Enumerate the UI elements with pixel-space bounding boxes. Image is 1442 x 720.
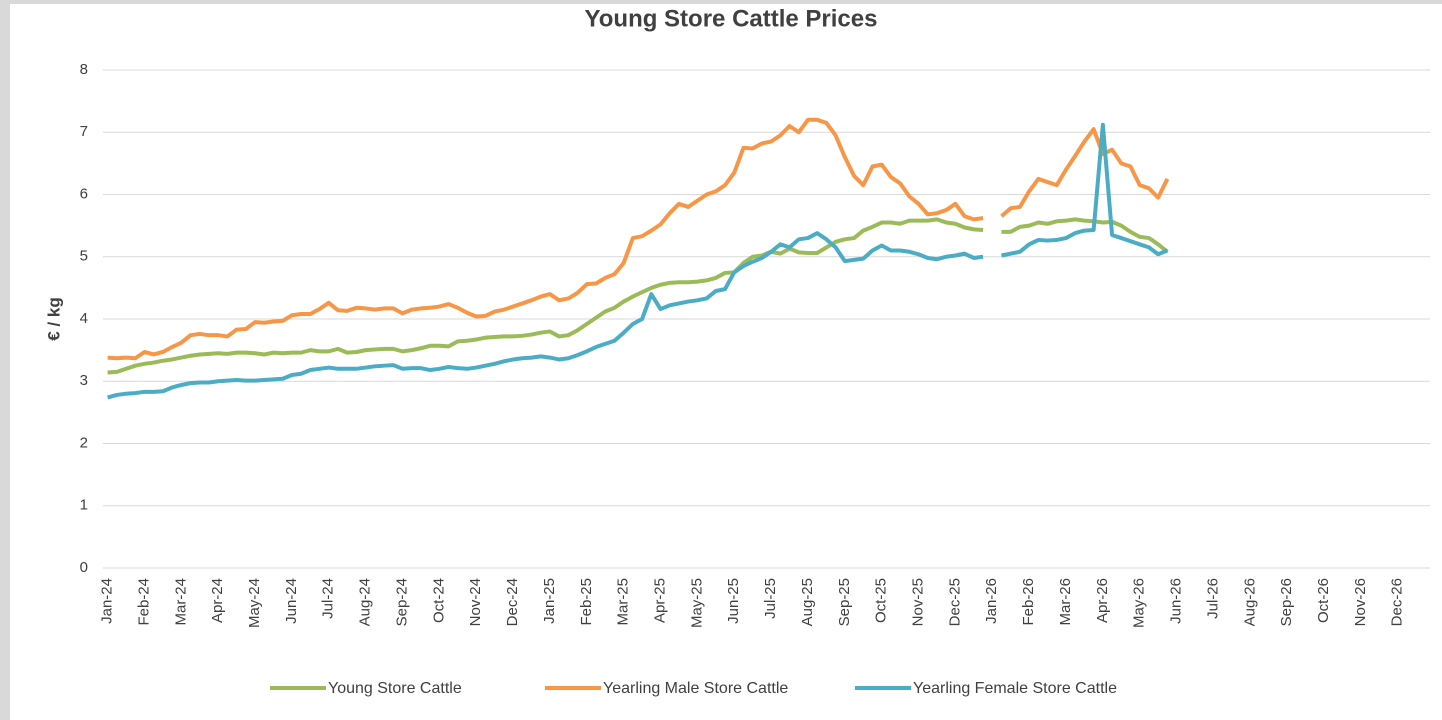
- x-tick-label: Jun-26: [1168, 578, 1185, 624]
- legend-label: Young Store Cattle: [328, 680, 462, 697]
- x-tick-label: Jun-25: [725, 578, 742, 624]
- y-tick-label: 2: [80, 434, 88, 451]
- x-tick-label: May-24: [246, 578, 263, 628]
- x-tick-label: Aug-25: [799, 578, 816, 626]
- x-tick-label: Sep-25: [836, 578, 853, 626]
- y-tick-label: 5: [80, 248, 88, 265]
- x-tick-label: Jan-25: [541, 578, 558, 624]
- x-tick-label: Aug-26: [1241, 578, 1258, 626]
- y-tick-label: 1: [80, 497, 88, 514]
- x-tick-label: Mar-24: [172, 578, 189, 626]
- y-tick-label: 0: [80, 559, 88, 576]
- y-tick-label: 8: [80, 61, 88, 78]
- x-tick-label: Sep-26: [1278, 578, 1295, 626]
- x-tick-label: Mar-25: [615, 578, 632, 626]
- x-tick-label: Dec-26: [1389, 578, 1406, 626]
- y-tick-label: 4: [80, 310, 88, 327]
- x-tick-label: Apr-25: [651, 578, 668, 623]
- x-tick-label: Jan-26: [983, 578, 1000, 624]
- x-tick-label: Dec-25: [946, 578, 963, 626]
- x-tick-label: Jan-24: [99, 578, 116, 624]
- y-axis-label: € / kg: [44, 297, 63, 340]
- x-tick-label: Oct-25: [873, 578, 890, 623]
- series-line: [107, 117, 1170, 361]
- x-tick-label: Feb-25: [578, 578, 595, 626]
- x-tick-label: Jul-24: [320, 578, 337, 619]
- x-tick-label: Oct-24: [430, 578, 447, 623]
- x-tick-label: Feb-24: [135, 578, 152, 626]
- x-tick-label: May-26: [1131, 578, 1148, 628]
- chart-title: Young Store Cattle Prices: [585, 5, 878, 32]
- x-tick-label: Feb-26: [1020, 578, 1037, 626]
- x-tick-label: Jun-24: [283, 578, 300, 624]
- x-tick-label: Nov-24: [467, 578, 484, 626]
- frame: [0, 0, 10, 720]
- y-tick-label: 6: [80, 185, 88, 202]
- x-tick-label: Mar-26: [1057, 578, 1074, 626]
- x-tick-label: Oct-26: [1315, 578, 1332, 623]
- x-tick-label: Apr-24: [209, 578, 226, 623]
- x-tick-label: May-25: [688, 578, 705, 628]
- series-line: [107, 217, 1169, 375]
- series-line: [107, 122, 1169, 400]
- frame: [0, 0, 1442, 4]
- x-tick-label: Nov-25: [910, 578, 927, 626]
- x-tick-label: Sep-24: [393, 578, 410, 626]
- legend-label: Yearling Male Store Cattle: [603, 680, 788, 697]
- y-tick-label: 3: [80, 372, 88, 389]
- x-tick-label: Jul-25: [762, 578, 779, 619]
- x-tick-label: Apr-26: [1094, 578, 1111, 623]
- y-tick-label: 7: [80, 123, 88, 140]
- x-tick-label: Dec-24: [504, 578, 521, 626]
- x-tick-label: Jul-26: [1204, 578, 1221, 619]
- x-tick-label: Aug-24: [357, 578, 374, 626]
- x-tick-label: Nov-26: [1352, 578, 1369, 626]
- legend-label: Yearling Female Store Cattle: [913, 680, 1117, 697]
